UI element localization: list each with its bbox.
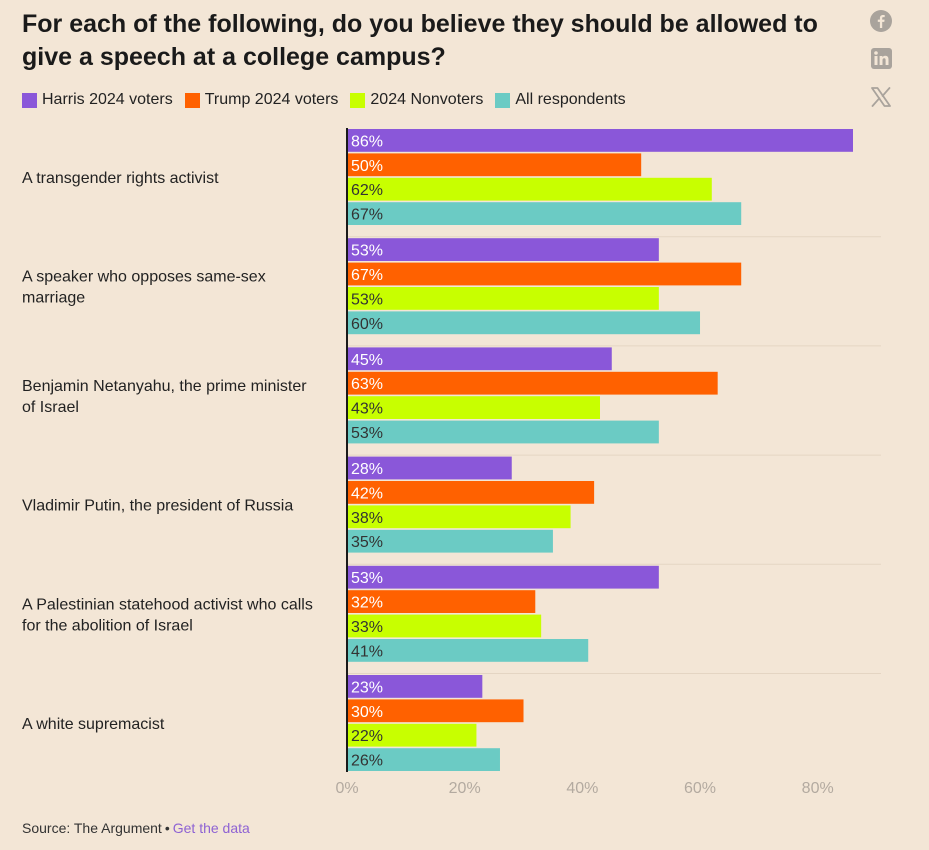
bar: [347, 287, 659, 310]
bar: [347, 177, 712, 201]
bar: [347, 505, 571, 529]
bar: [347, 456, 512, 480]
bar-value-label: 45%: [351, 352, 383, 369]
bar-value-label: 62%: [351, 182, 383, 199]
x-icon: [871, 87, 891, 107]
bar: [347, 238, 659, 261]
bar: [347, 129, 853, 152]
category-label: Vladimir Putin, the president of Russia: [22, 498, 293, 515]
bar-value-label: 53%: [351, 570, 383, 587]
legend-label: 2024 Nonvoters: [370, 91, 484, 108]
x-tick-label: 20%: [449, 780, 481, 797]
bar-value-label: 60%: [351, 316, 383, 333]
category-label: A Palestinian statehood activist who cal…: [22, 596, 313, 613]
legend-swatch: [184, 92, 200, 108]
bar-value-label: 67%: [351, 267, 383, 284]
legend-item: 2024 Nonvoters: [350, 91, 483, 109]
bar: [347, 614, 542, 638]
bar: [347, 481, 595, 504]
bar: [347, 748, 500, 771]
bar-value-label: 86%: [351, 133, 383, 150]
bar: [347, 420, 659, 444]
category-label: marriage: [22, 290, 85, 307]
bar-value-label: 33%: [351, 619, 383, 636]
legend-swatch: [22, 92, 37, 108]
source-label: Source: The Argument: [22, 820, 162, 836]
legend-swatch: [350, 92, 366, 108]
bar-value-label: 42%: [351, 485, 383, 502]
bar: [347, 202, 742, 225]
bar: [347, 590, 536, 613]
bar-value-label: 63%: [351, 376, 383, 393]
x-tick-label: 80%: [802, 780, 834, 797]
bar-value-label: 26%: [351, 753, 383, 770]
bar-value-label: 22%: [351, 728, 383, 745]
legend-label: Trump 2024 voters: [204, 91, 339, 108]
legend-label: Harris 2024 voters: [42, 91, 173, 108]
bar: [347, 371, 718, 395]
chart-title: For each of the following, do you believ…: [22, 10, 818, 71]
bar: [347, 311, 701, 335]
bar-value-label: 53%: [351, 291, 383, 308]
bar: [347, 675, 483, 698]
legend-item: Trump 2024 voters: [184, 91, 339, 109]
facebook-share-button[interactable]: [869, 9, 893, 33]
bar: [347, 699, 524, 723]
linkedin-share-button[interactable]: [869, 46, 893, 70]
bar-value-label: 50%: [351, 158, 383, 175]
category-label: A white supremacist: [22, 716, 165, 733]
source-separator: •: [164, 820, 170, 836]
category-label: for the abolition of Israel: [22, 617, 193, 634]
bar-value-label: 23%: [351, 679, 383, 696]
category-label: A transgender rights activist: [22, 170, 219, 187]
legend-item: Harris 2024 voters: [22, 91, 173, 109]
bar-value-label: 67%: [351, 207, 383, 224]
category-label: of Israel: [22, 399, 79, 416]
x-tick-label: 60%: [684, 780, 716, 797]
bar: [347, 565, 659, 589]
bar: [347, 153, 642, 177]
bar-value-label: 30%: [351, 704, 383, 721]
get-the-data-link[interactable]: Get the data: [172, 820, 250, 836]
legend-item: All respondents: [495, 91, 626, 109]
facebook-icon: [870, 10, 892, 32]
bar-value-label: 53%: [351, 425, 383, 442]
bar-chart: A transgender rights activist 86% 50% 62% 67…: [22, 128, 881, 797]
legend-swatch: [495, 92, 511, 108]
x-tick-label: 0%: [335, 780, 358, 797]
legend-label: All respondents: [515, 91, 626, 108]
bar: [347, 529, 553, 553]
bar: [347, 262, 742, 286]
chart-legend: Harris 2024 voters Trump 2024 voters 2024 …: [22, 90, 638, 110]
source-line: Source: The Argument • Get the data: [22, 820, 250, 836]
bar-value-label: 38%: [351, 510, 383, 527]
bar-value-label: 35%: [351, 534, 383, 551]
bar-value-label: 53%: [351, 243, 383, 260]
bar-value-label: 41%: [351, 643, 383, 660]
bar-value-label: 32%: [351, 595, 383, 612]
bar-value-label: 43%: [351, 401, 383, 418]
linkedin-icon: [870, 47, 892, 69]
x-share-button[interactable]: [869, 85, 893, 109]
bar: [347, 347, 612, 371]
bar-value-label: 28%: [351, 461, 383, 478]
bar: [347, 639, 589, 662]
bar: [347, 723, 477, 747]
bar: [347, 396, 600, 419]
x-tick-label: 40%: [566, 780, 598, 797]
category-label: Benjamin Netanyahu, the prime minister: [22, 378, 307, 395]
category-label: A speaker who opposes same-sex: [22, 269, 266, 286]
